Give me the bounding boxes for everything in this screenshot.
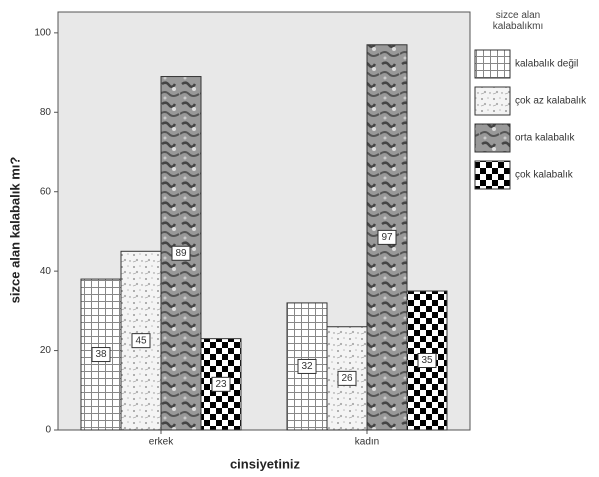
legend-label: çok az kalabalık: [515, 96, 587, 107]
legend-swatch: [474, 123, 511, 153]
value-label-box: [377, 229, 397, 245]
legend-swatch: [474, 86, 511, 116]
x-tick-label: kadın: [355, 437, 379, 448]
y-tick-label: 20: [40, 345, 52, 356]
value-label: 26: [341, 373, 353, 384]
x-tick-label: erkek: [149, 437, 174, 448]
y-tick-label: 60: [40, 186, 52, 197]
value-label: 32: [301, 361, 313, 372]
legend-swatch: [474, 160, 511, 190]
bar: [366, 44, 408, 431]
y-axis-label: sizce alan kalabalık mı?: [7, 157, 22, 304]
legend-label: orta kalabalık: [515, 133, 575, 144]
legend-title: sizce alan kalabalıkmı: [492, 10, 544, 32]
value-label-box: [131, 333, 151, 349]
value-label-box: [91, 347, 111, 363]
value-label-box: [211, 376, 231, 392]
value-label-box: [417, 353, 437, 368]
legend-label: çok kalabalık: [515, 170, 574, 181]
y-tick-label: 0: [45, 425, 51, 436]
value-label-box: [297, 358, 317, 374]
value-label: 97: [381, 232, 393, 243]
value-label: 23: [215, 379, 227, 390]
value-label-box: [171, 245, 191, 261]
value-label: 38: [95, 349, 107, 360]
value-label: 89: [175, 248, 187, 259]
y-tick-label: 40: [40, 266, 52, 277]
legend-label: kalabalık değil: [515, 59, 578, 70]
legend-swatch: [474, 49, 511, 79]
value-label-box: [337, 370, 357, 386]
x-axis-label: cinsiyetiniz: [230, 456, 301, 471]
value-label: 45: [135, 335, 147, 346]
value-label: 35: [421, 355, 433, 366]
y-tick-label: 80: [40, 107, 52, 118]
y-tick-label: 100: [34, 27, 51, 38]
